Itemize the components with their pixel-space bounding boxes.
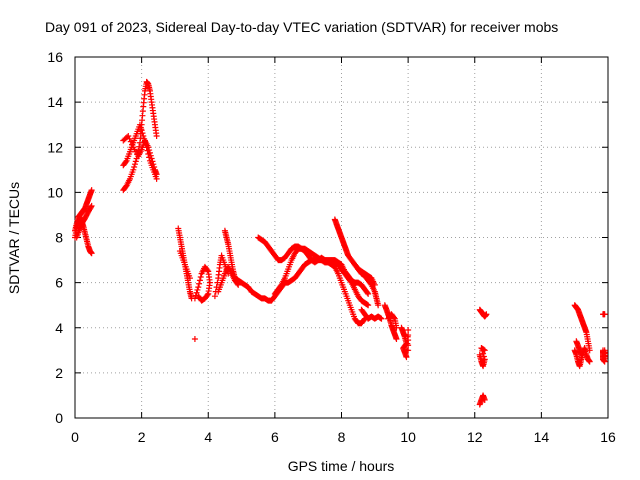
data-point xyxy=(375,302,382,309)
y-tick-label: 16 xyxy=(47,49,63,65)
data-point xyxy=(364,289,371,296)
data-point xyxy=(481,396,488,403)
data-point xyxy=(601,354,608,361)
data-point xyxy=(405,327,412,334)
data-point xyxy=(196,280,203,287)
data-point xyxy=(193,289,200,296)
data-point xyxy=(146,147,153,154)
y-tick-label: 0 xyxy=(55,410,63,426)
data-point xyxy=(405,342,412,349)
data-point xyxy=(140,132,147,139)
grid xyxy=(75,57,608,418)
data-point xyxy=(149,158,156,165)
data-point xyxy=(88,187,95,194)
data-point xyxy=(393,336,400,343)
data-point xyxy=(403,354,410,361)
data-points xyxy=(72,78,608,408)
y-tick-label: 6 xyxy=(55,275,63,291)
data-point xyxy=(195,293,202,300)
data-point xyxy=(125,132,132,139)
data-point xyxy=(147,152,154,159)
data-point xyxy=(211,293,218,300)
x-tick-label: 16 xyxy=(600,429,616,445)
data-point xyxy=(371,281,378,288)
data-point xyxy=(130,166,137,173)
data-point xyxy=(146,149,153,156)
data-point xyxy=(195,284,202,291)
y-axis-label: SDTVAR / TECUs xyxy=(6,182,22,294)
data-point xyxy=(88,250,95,257)
y-tick-label: 4 xyxy=(55,320,63,336)
x-tick-label: 6 xyxy=(271,429,279,445)
x-tick-label: 12 xyxy=(467,429,483,445)
data-point xyxy=(145,144,152,151)
data-point xyxy=(405,347,412,354)
data-point xyxy=(153,132,160,139)
x-tick-label: 4 xyxy=(204,429,212,445)
data-point xyxy=(235,281,242,288)
data-point xyxy=(378,315,385,322)
x-tick-label: 2 xyxy=(138,429,146,445)
data-point xyxy=(480,353,487,360)
x-tick-label: 10 xyxy=(400,429,416,445)
x-tick-label: 0 xyxy=(71,429,79,445)
data-point xyxy=(586,358,593,365)
data-point xyxy=(127,138,134,145)
data-point xyxy=(601,311,608,318)
data-point xyxy=(137,124,144,131)
data-point xyxy=(365,290,372,297)
data-point xyxy=(204,267,211,274)
data-point xyxy=(136,121,143,128)
x-tick-label: 8 xyxy=(338,429,346,445)
data-point xyxy=(131,163,138,170)
data-point xyxy=(131,161,138,168)
data-point xyxy=(132,158,139,165)
y-tick-label: 12 xyxy=(47,139,63,155)
axis-ticks: 0 2 4 6 8 10 12 14 16 0 2 4 6 8 10 12 14 16 xyxy=(47,49,616,445)
x-tick-label: 14 xyxy=(534,429,550,445)
data-point xyxy=(360,316,367,323)
data-point xyxy=(138,127,145,134)
data-point xyxy=(405,337,412,344)
x-axis-label: GPS time / hours xyxy=(288,458,395,474)
data-point xyxy=(196,294,203,301)
y-tick-label: 2 xyxy=(55,365,63,381)
data-point xyxy=(405,332,412,339)
chart-title: Day 091 of 2023, Sidereal Day-to-day VTE… xyxy=(45,19,558,35)
data-point xyxy=(390,314,397,321)
y-tick-label: 8 xyxy=(55,230,63,246)
data-point xyxy=(234,280,241,287)
data-point xyxy=(150,161,157,168)
data-point xyxy=(483,311,490,318)
data-point xyxy=(126,135,133,142)
data-point xyxy=(153,171,160,178)
y-tick-label: 14 xyxy=(47,94,63,110)
y-tick-label: 10 xyxy=(47,184,63,200)
data-point xyxy=(129,141,136,148)
data-point xyxy=(186,275,193,282)
data-point xyxy=(191,336,198,343)
data-point xyxy=(481,347,488,354)
data-point xyxy=(87,204,94,211)
data-point xyxy=(139,130,146,137)
data-point xyxy=(151,163,158,170)
data-point xyxy=(88,202,95,209)
data-point xyxy=(481,356,488,363)
data-point xyxy=(148,155,155,162)
data-point xyxy=(194,286,201,293)
data-point xyxy=(365,302,372,309)
data-point xyxy=(122,158,129,165)
data-point xyxy=(196,277,203,284)
data-point xyxy=(197,273,204,280)
data-point xyxy=(578,351,585,358)
